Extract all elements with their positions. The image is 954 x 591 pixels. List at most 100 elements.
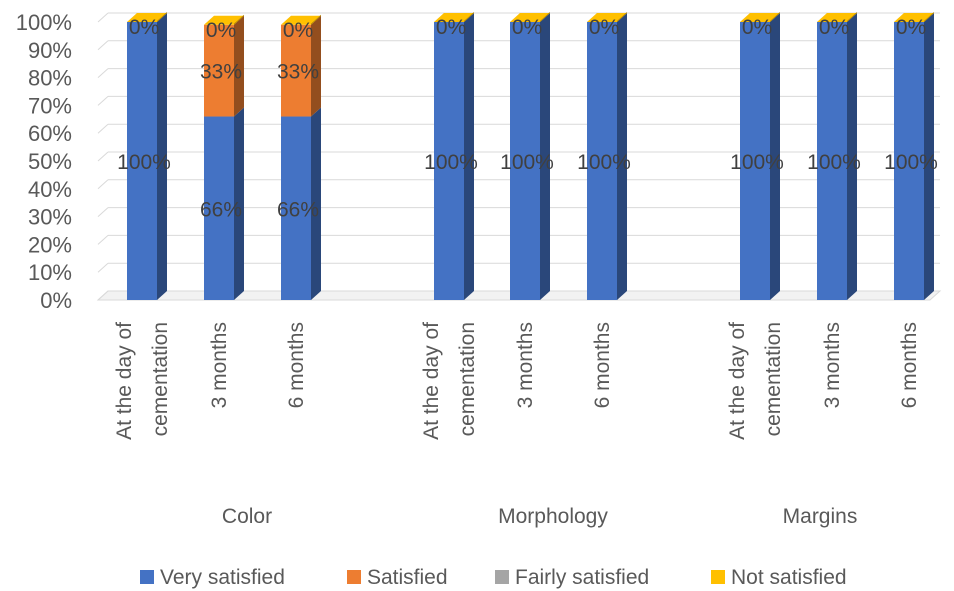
y-tick-label: 70%: [28, 93, 72, 118]
bars: [127, 12, 934, 301]
category-label: 3 months: [821, 322, 844, 408]
bar-segment-side: [157, 13, 167, 300]
legend-swatch: [347, 570, 361, 584]
bar-top-cap: [281, 15, 321, 25]
data-label: 100%: [500, 151, 554, 174]
bar-segment: [510, 22, 540, 300]
bar-top-cap: [434, 13, 474, 22]
bar-segment: [281, 24, 311, 117]
bar-segment-side: [847, 13, 857, 300]
data-label: 100%: [730, 151, 784, 174]
y-tick-label: 30%: [28, 205, 72, 230]
y-tick-label: 0%: [40, 288, 72, 313]
data-label: 0%: [819, 16, 849, 39]
data-label: 66%: [277, 198, 319, 221]
gridline-side: [97, 68, 109, 78]
bar-top-cap-side: [311, 14, 321, 25]
x-axis-category-labels: At the day of cementation 3 months 6 months…: [113, 322, 921, 440]
bar-top-cap: [127, 13, 167, 22]
bar-top-cap-side: [617, 12, 627, 22]
group-label: Margins: [783, 505, 858, 528]
data-label: 0%: [206, 19, 236, 42]
bar-segment: [204, 24, 234, 117]
gridline-side: [97, 151, 109, 162]
data-label: 100%: [577, 151, 631, 174]
category-label: At the day of: [420, 322, 443, 440]
category-label: cementation: [149, 322, 172, 436]
data-label: 0%: [742, 16, 772, 39]
legend-item: Fairly satisfied: [495, 566, 649, 589]
legend-label: Very satisfied: [160, 566, 285, 589]
bar-segment-side: [311, 107, 321, 301]
data-label: 100%: [424, 151, 478, 174]
group-label: Morphology: [498, 505, 608, 528]
bar-top-cap: [204, 15, 244, 25]
y-tick-label: 40%: [28, 177, 72, 202]
bar-top-cap-side: [924, 12, 934, 22]
category-label: 6 months: [285, 322, 308, 408]
y-axis-ticks: 0% 10% 20%30% 40% 50% 60% 70%80% 90% 100%: [16, 10, 72, 313]
gridline-side: [97, 235, 109, 245]
category-label: cementation: [762, 322, 785, 436]
legend-label: Not satisfied: [731, 566, 847, 589]
legend-swatch: [140, 570, 154, 584]
legend-item: Satisfied: [347, 566, 448, 589]
bar-top-cap: [510, 13, 550, 22]
legend-item: Not satisfied: [711, 566, 847, 589]
bar-top-cap: [587, 13, 627, 22]
bar-top-cap-side: [464, 12, 474, 22]
data-label: 33%: [200, 61, 242, 84]
bar-segment-side: [540, 13, 550, 300]
bar-segment-side: [770, 13, 780, 300]
legend-label: Satisfied: [367, 566, 448, 589]
bar-top-cap: [740, 13, 780, 22]
category-label: 6 months: [898, 322, 921, 408]
gridline-side: [97, 40, 109, 51]
y-tick-label: 60%: [28, 121, 72, 146]
bar-segment-side: [617, 13, 627, 300]
data-label: 0%: [896, 16, 926, 39]
bar-segment: [817, 22, 847, 300]
bar-segment: [894, 22, 924, 300]
gridline-side: [97, 262, 109, 273]
legend: Very satisfied Satisfied Fairly satisfied N…: [140, 566, 847, 589]
bar-top-cap: [817, 13, 857, 22]
bar-segment: [434, 22, 464, 300]
y-tick-label: 80%: [28, 66, 72, 91]
legend-swatch: [495, 570, 509, 584]
bar-top-cap-side: [234, 14, 244, 25]
y-tick-label: 10%: [28, 260, 72, 285]
category-label: 6 months: [591, 322, 614, 408]
gridline-side: [97, 179, 109, 190]
bar-segment: [587, 22, 617, 300]
legend-item: Very satisfied: [140, 566, 285, 589]
group-label: Color: [222, 505, 272, 528]
bar-segment-side: [924, 13, 934, 300]
data-labels: 100% 0% 66% 33% 0% 66% 33% 0% 100% 0% 100% 0% 100% 0%…: [117, 16, 938, 221]
y-tick-label: 20%: [28, 232, 72, 257]
bar-segment: [127, 22, 157, 300]
data-label: 0%: [129, 16, 159, 39]
gridline-side: [97, 96, 109, 106]
bar-segment: [204, 116, 234, 301]
legend-label: Fairly satisfied: [515, 566, 649, 589]
data-label: 0%: [512, 16, 542, 39]
data-label: 100%: [884, 151, 938, 174]
bar-segment-side: [311, 15, 321, 117]
data-label: 100%: [117, 151, 171, 174]
bar-segment-side: [234, 15, 244, 117]
gridline-side: [97, 12, 109, 23]
bar-segment-side: [464, 13, 474, 300]
bar-top-cap-side: [157, 12, 167, 22]
category-label: 3 months: [208, 322, 231, 408]
y-tick-label: 100%: [16, 10, 72, 35]
bar-segment: [740, 22, 770, 300]
legend-swatch: [711, 570, 725, 584]
x-axis-group-labels: Color Morphology Margins: [222, 505, 857, 528]
y-tick-label: 50%: [28, 149, 72, 174]
data-label: 0%: [589, 16, 619, 39]
gridline-side: [97, 123, 109, 134]
gridline-side: [97, 290, 109, 301]
gridline-side: [97, 207, 109, 217]
